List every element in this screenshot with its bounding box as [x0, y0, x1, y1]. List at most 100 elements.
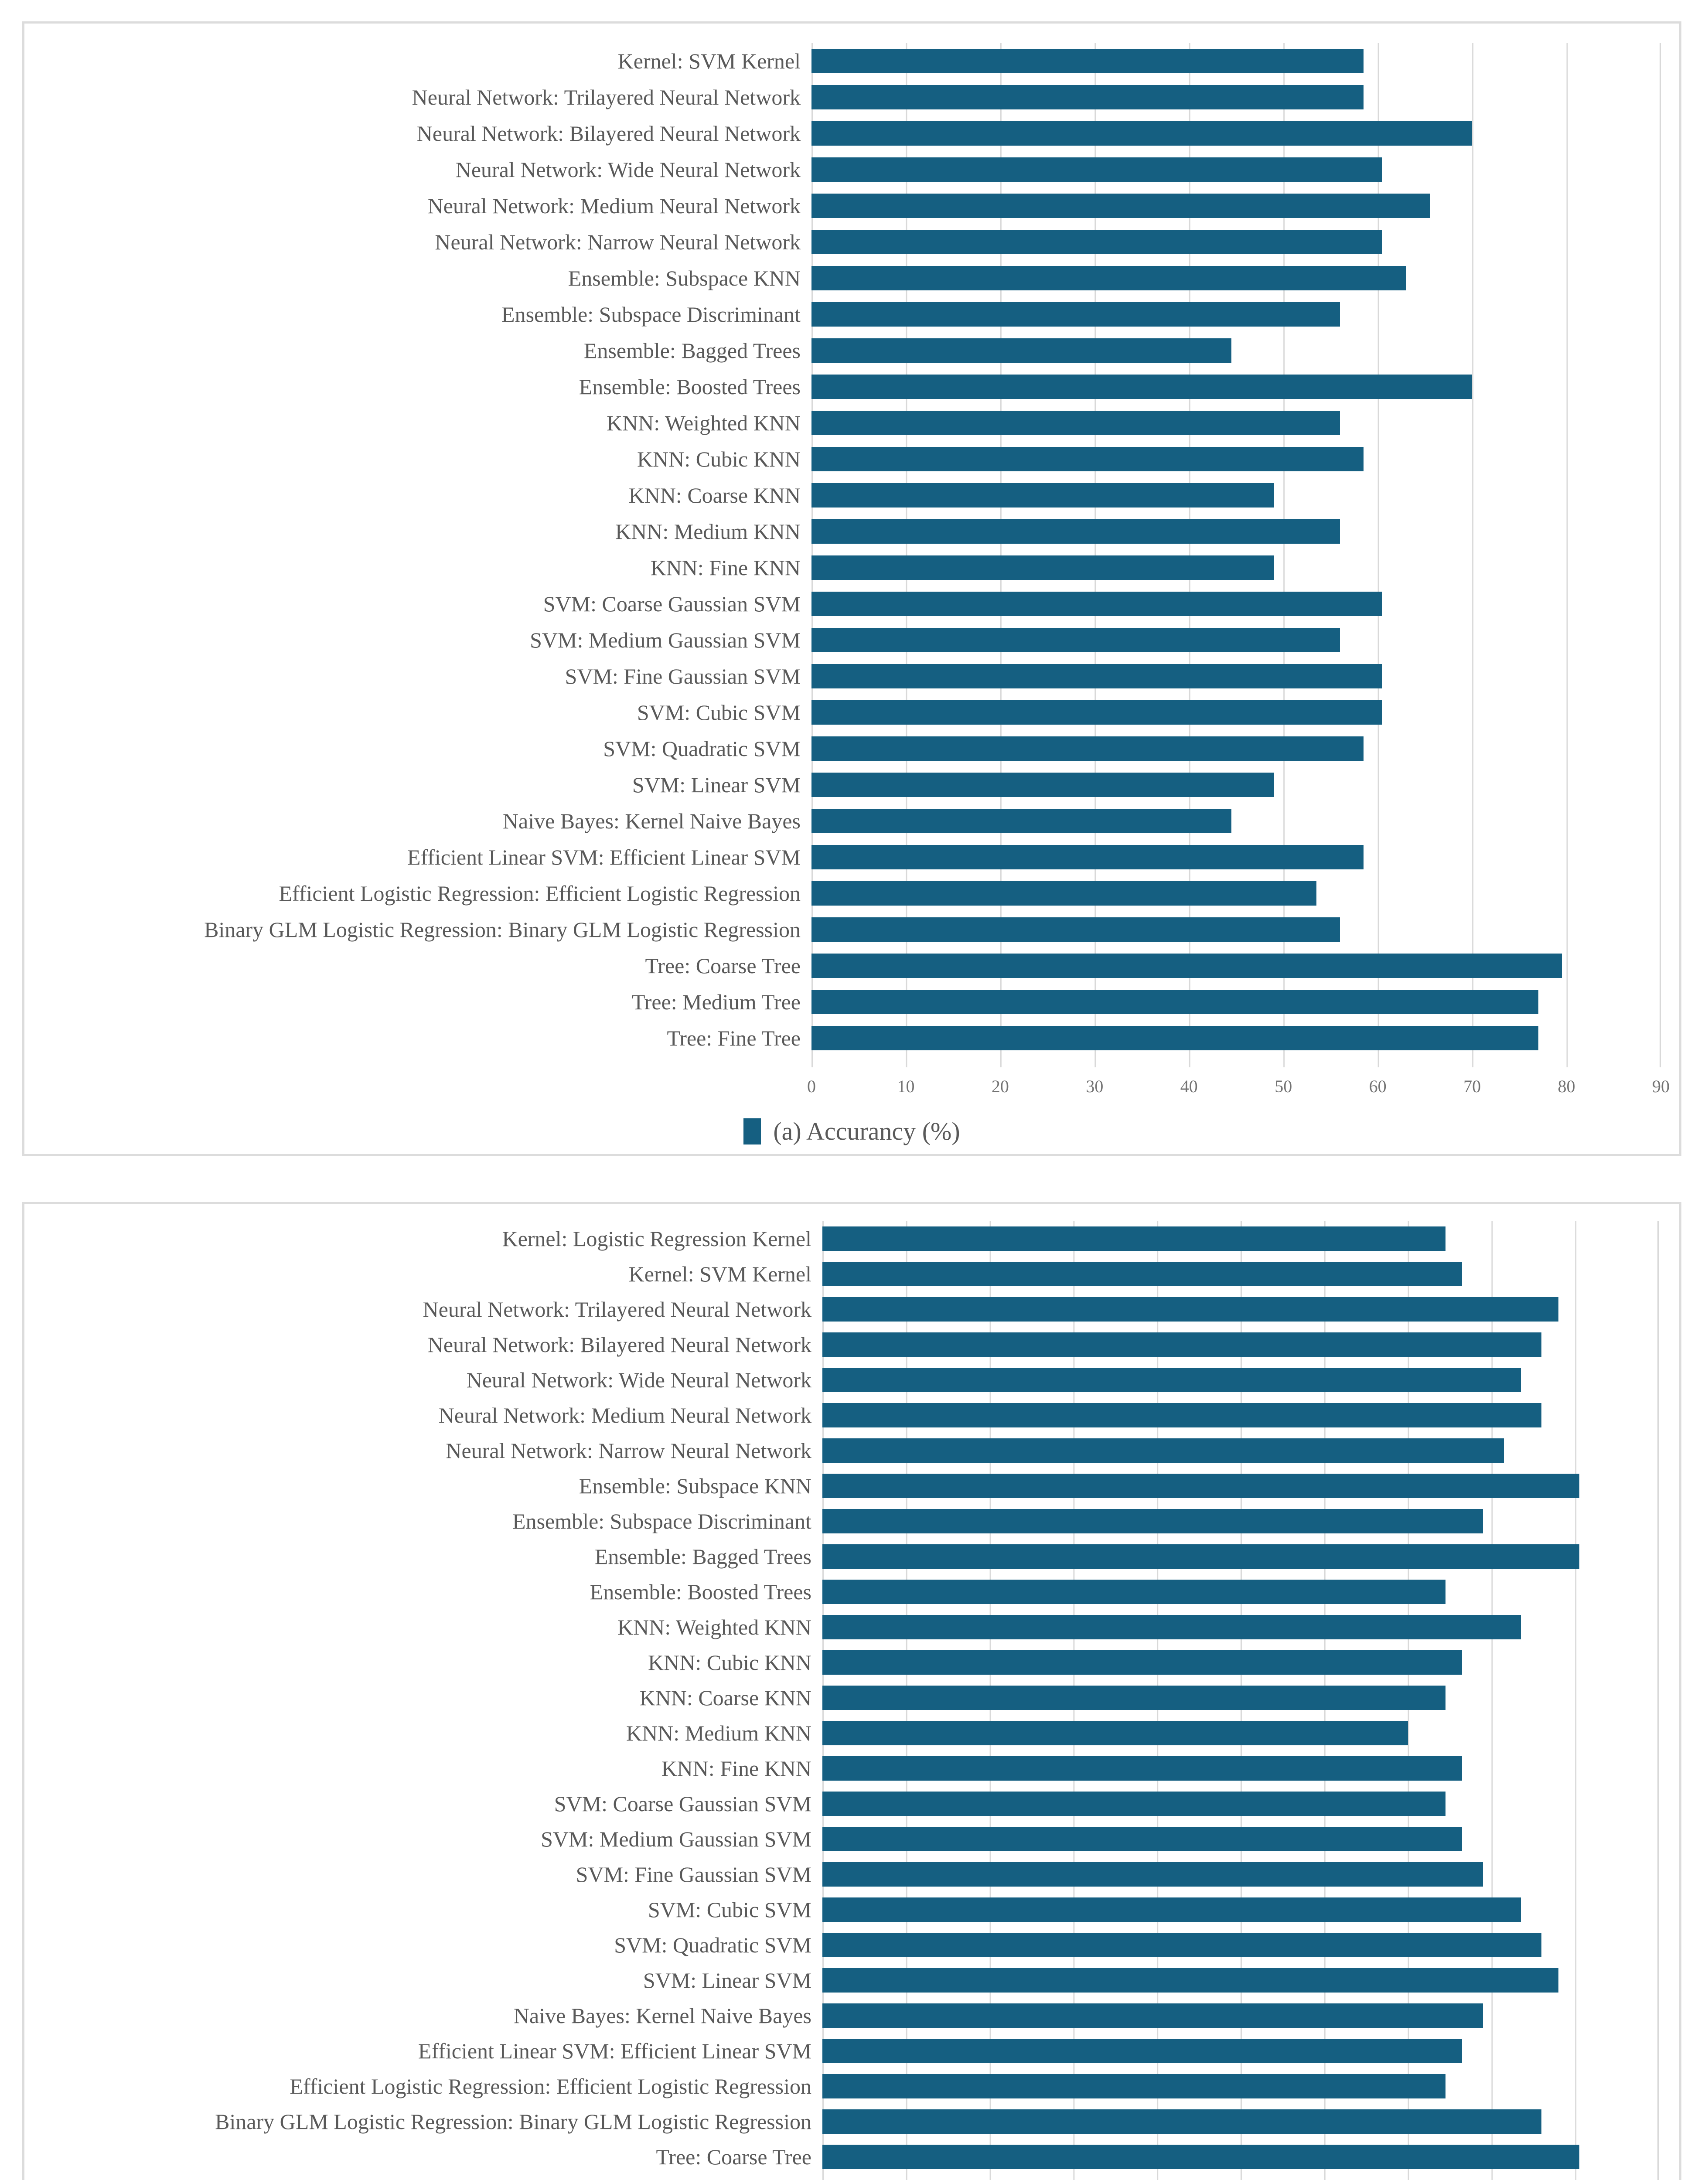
bar-track	[811, 586, 1661, 622]
axis-spacer	[24, 1070, 811, 1105]
category-label: KNN: Cubic KNN	[648, 1650, 811, 1675]
category-label: Ensemble: Bagged Trees	[594, 1544, 811, 1569]
chart-panel-b: Kernel: Logistic Regression Kernel Kernel…	[22, 1202, 1681, 2180]
bar-track	[822, 1433, 1659, 1468]
category-label: KNN: Coarse KNN	[628, 483, 801, 508]
category-label: Efficient Logistic Regression: Efficient…	[290, 2074, 811, 2098]
category-label: SVM: Fine Gaussian SVM	[576, 1862, 811, 1887]
chart-row: Neural Network: Narrow Neural Network	[24, 224, 1679, 260]
chart-row: Kernel: SVM Kernel	[24, 43, 1679, 79]
axis-tick-label: 40	[1180, 1076, 1198, 1096]
bar	[811, 85, 1364, 109]
bar-track	[822, 1821, 1659, 1856]
bar	[822, 1579, 1445, 1604]
chart-row: SVM: Linear SVM	[24, 766, 1679, 803]
chart-row: Efficient Logistic Regression: Efficient…	[24, 2068, 1679, 2104]
chart-row: Neural Network: Trilayered Neural Networ…	[24, 79, 1679, 115]
chart-row: Binary GLM Logistic Regression: Binary G…	[24, 2104, 1679, 2139]
bar-track	[822, 1362, 1659, 1397]
bar	[811, 989, 1538, 1014]
chart-row: KNN: Weighted KNN	[24, 405, 1679, 441]
category-label: Ensemble: Subspace KNN	[568, 266, 801, 290]
bar-track	[811, 839, 1661, 875]
bar	[822, 1756, 1463, 1781]
chart-legend: (a) Accurancy (%)	[24, 1112, 1679, 1151]
chart-row: SVM: Cubic SVM	[24, 1892, 1679, 1927]
chart-row: SVM: Medium Gaussian SVM	[24, 622, 1679, 658]
category-label: Efficient Linear SVM: Efficient Linear S…	[418, 2038, 811, 2063]
chart-row: Neural Network: Trilayered Neural Networ…	[24, 1291, 1679, 1327]
chart-row: Neural Network: Wide Neural Network	[24, 151, 1679, 187]
bar	[811, 917, 1340, 942]
axis-ticks-row: 0 10 20 30 40 50 60 70 80 90	[24, 1070, 1679, 1105]
bar	[822, 1791, 1445, 1816]
chart-row: KNN: Medium KNN	[24, 1715, 1679, 1751]
bar	[811, 953, 1562, 978]
bar-track	[811, 730, 1661, 766]
bar	[811, 121, 1473, 146]
bar-track	[811, 441, 1661, 477]
bar-track	[811, 115, 1661, 151]
chart-row: SVM: Medium Gaussian SVM	[24, 1821, 1679, 1856]
category-label: Tree: Fine Tree	[667, 1025, 801, 1050]
category-label: Kernel: SVM Kernel	[617, 48, 801, 73]
bar-track	[822, 1468, 1659, 1503]
chart-row: Tree: Medium Tree	[24, 984, 1679, 1020]
chart-row: Efficient Linear SVM: Efficient Linear S…	[24, 839, 1679, 875]
bar-track	[811, 947, 1661, 984]
legend-swatch-icon	[743, 1118, 761, 1144]
category-label: Tree: Coarse Tree	[645, 953, 801, 978]
chart-row: Neural Network: Wide Neural Network	[24, 1362, 1679, 1397]
bar	[822, 1685, 1445, 1710]
axis-ticks: 0 10 20 30 40 50 60 70 80 90	[807, 1070, 1670, 1105]
bar	[811, 302, 1340, 327]
category-label: KNN: Fine KNN	[661, 1756, 811, 1781]
category-label: KNN: Weighted KNN	[607, 410, 801, 435]
chart-row: KNN: Fine KNN	[24, 1751, 1679, 1786]
bar-track	[822, 2139, 1659, 2174]
bar	[811, 881, 1316, 906]
category-label: SVM: Coarse Gaussian SVM	[543, 591, 801, 616]
bar	[811, 229, 1383, 254]
bar	[811, 483, 1274, 508]
category-label: Neural Network: Narrow Neural Network	[446, 1438, 811, 1463]
chart-row: SVM: Linear SVM	[24, 1962, 1679, 1998]
bar	[822, 1862, 1483, 1887]
bar-track	[822, 1539, 1659, 1574]
category-label: KNN: Weighted KNN	[617, 1615, 811, 1639]
bar	[822, 1932, 1542, 1957]
category-label: Neural Network: Trilayered Neural Networ…	[423, 1297, 811, 1322]
category-label: Neural Network: Trilayered Neural Networ…	[412, 85, 801, 109]
bar-track	[822, 2033, 1659, 2068]
bar-track	[822, 1503, 1659, 1539]
bar	[811, 845, 1364, 869]
axis-tick-stubs	[811, 1056, 1661, 1067]
category-label: SVM: Coarse Gaussian SVM	[554, 1791, 811, 1816]
bar	[822, 1438, 1504, 1463]
bar-track	[822, 1856, 1659, 1892]
bar-track	[811, 622, 1661, 658]
bar	[811, 808, 1232, 833]
category-label: SVM: Medium Gaussian SVM	[530, 627, 801, 652]
category-label: Neural Network: Wide Neural Network	[466, 1367, 811, 1392]
chart-row: SVM: Coarse Gaussian SVM	[24, 586, 1679, 622]
chart-row: Tree: Coarse Tree	[24, 947, 1679, 984]
bar	[822, 1968, 1558, 1993]
chart-row: Neural Network: Bilayered Neural Network	[24, 1327, 1679, 1362]
bar-track	[811, 477, 1661, 513]
bar	[811, 772, 1274, 797]
chart-row: KNN: Cubic KNN	[24, 441, 1679, 477]
bar-track	[811, 513, 1661, 549]
chart-row: Neural Network: Medium Neural Network	[24, 187, 1679, 224]
chart-row: Ensemble: Subspace KNN	[24, 1468, 1679, 1503]
axis-tick-label: 10	[897, 1076, 915, 1096]
bar	[811, 591, 1383, 616]
chart-row: SVM: Coarse Gaussian SVM	[24, 1786, 1679, 1821]
bar-track	[811, 1020, 1661, 1056]
legend-label: (a) Accurancy (%)	[773, 1117, 960, 1145]
category-label: Efficient Linear SVM: Efficient Linear S…	[407, 845, 801, 869]
axis-tick-label: 90	[1652, 1076, 1670, 1096]
category-label: SVM: Cubic SVM	[648, 1897, 811, 1922]
category-label: Binary GLM Logistic Regression: Binary G…	[215, 2109, 811, 2134]
category-label: KNN: Cubic KNN	[637, 446, 801, 471]
